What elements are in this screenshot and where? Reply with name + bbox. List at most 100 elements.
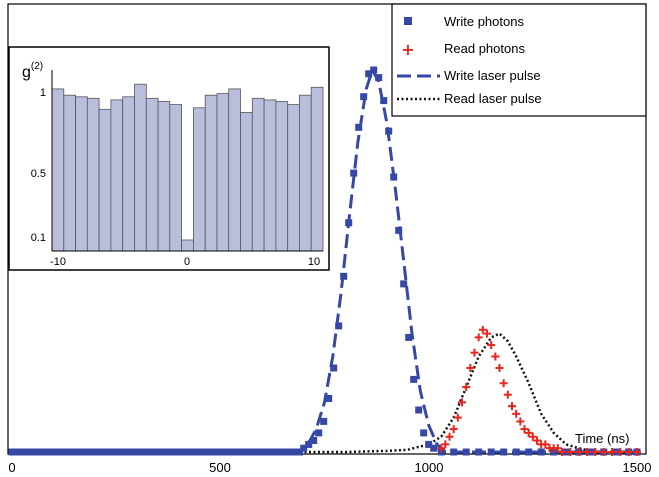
- inset-bar: [110, 99, 124, 252]
- inset-bar: [275, 101, 289, 252]
- write-photon-point: [365, 70, 373, 78]
- plot-frame: [7, 3, 647, 455]
- write-photon-point: [33, 448, 41, 456]
- main-plot-layer: [8, 66, 641, 456]
- read-photon-point: [566, 448, 575, 456]
- inset-bar: [216, 93, 230, 252]
- write-photon-point: [296, 448, 303, 456]
- inset-x-tick--10: -10: [50, 256, 66, 268]
- inset-bar: [63, 94, 76, 252]
- inset-y-tick-1: 1: [40, 87, 46, 99]
- write-photon-point: [400, 280, 408, 288]
- legend-marker-read-photons: +: [401, 40, 414, 59]
- write-photon-point: [425, 440, 433, 448]
- write-photon-point: [500, 448, 508, 456]
- write-photon-point: [390, 173, 398, 181]
- write-photon-point: [258, 448, 266, 456]
- inset-bar: [122, 96, 135, 252]
- write-photon-point: [415, 406, 423, 414]
- read-photon-point: [533, 436, 541, 445]
- read-photon-point: [499, 379, 508, 388]
- write-photon-point: [350, 169, 358, 177]
- legend-label-read-photons: Read photons: [444, 41, 525, 56]
- inset-bar: [134, 83, 147, 252]
- write-photon-point: [310, 437, 318, 444]
- write-photon-point: [64, 448, 72, 456]
- write-photon-point: [189, 448, 197, 456]
- read-photon-point: [466, 363, 475, 372]
- inset-bar: [145, 97, 159, 252]
- write-photon-point: [420, 429, 428, 437]
- write-photon-point: [325, 395, 333, 402]
- write-photon-point: [196, 448, 203, 456]
- read-photon-point: [591, 448, 600, 456]
- x-axis-title: Time (ns): [575, 431, 629, 446]
- read-photon-point: [624, 448, 633, 456]
- write-photon-point: [300, 444, 308, 452]
- write-photon-point: [46, 448, 53, 456]
- read-photon-point: [458, 398, 466, 407]
- write-photon-point: [525, 448, 533, 456]
- inset-y-tick-0.1: 0.1: [31, 232, 46, 244]
- write-photon-point: [102, 448, 110, 456]
- read-photon-point: [599, 448, 608, 456]
- write-photon-point: [52, 448, 60, 456]
- read-photon-point: [583, 448, 591, 456]
- inset-y-label: g(2): [22, 61, 43, 81]
- legend: Write photons + Read photons Write laser…: [391, 3, 647, 117]
- inset-bar: [240, 112, 253, 252]
- write-photon-point: [462, 448, 470, 456]
- inset-bar: [157, 101, 171, 252]
- inset-bar: [169, 104, 183, 252]
- read-photon-point: [541, 440, 550, 449]
- read-photon-point: [508, 402, 516, 411]
- write-photon-point: [330, 364, 338, 372]
- write-photon-point: [315, 429, 323, 437]
- write-photon-point: [158, 448, 166, 456]
- write-photon-point: [271, 448, 278, 456]
- read-photon-point: [487, 341, 496, 350]
- read-photon-point: [449, 425, 458, 434]
- write-photon-point: [512, 448, 520, 456]
- inset-bar: [251, 97, 265, 252]
- read-photon-point: [483, 329, 491, 338]
- inset-bar: [75, 96, 88, 252]
- write-photon-point: [114, 448, 122, 456]
- write-photon-point: [96, 448, 103, 456]
- write-photon-point: [277, 448, 285, 456]
- write-photon-point: [21, 448, 28, 456]
- inset-bar: [310, 86, 324, 252]
- inset-bar: [228, 88, 241, 252]
- read-photon-point: [441, 440, 450, 449]
- write-photon-point: [83, 448, 91, 456]
- read-photon-point: [524, 428, 533, 437]
- inset-bar: [181, 239, 194, 252]
- write-photon-point: [355, 123, 363, 131]
- read-photon-point: [608, 448, 616, 456]
- x-tick-label-1500: 1500: [623, 460, 652, 475]
- inset-bar: [263, 99, 277, 252]
- write-photon-point: [183, 448, 191, 456]
- read-photon-point: [516, 417, 525, 426]
- read-photon-point: [553, 444, 562, 453]
- write-photon-point: [410, 375, 418, 383]
- write-photon-point: [164, 448, 172, 456]
- inset-bar: [298, 94, 312, 252]
- read-photon-point: [470, 348, 479, 357]
- inset-bar: [98, 108, 112, 252]
- write-photon-point: [202, 448, 210, 456]
- x-tick-label-1000: 1000: [415, 460, 444, 475]
- write-photon-point: [246, 448, 253, 456]
- write-photon-point: [227, 448, 235, 456]
- write-photon-point: [360, 93, 368, 101]
- inset-bar: [287, 104, 300, 252]
- legend-marker-write-photons: [404, 17, 412, 25]
- write-photon-point: [587, 448, 595, 456]
- write-photon-point: [320, 417, 328, 425]
- write-photon-point: [152, 448, 160, 456]
- write-photon-point: [450, 448, 458, 456]
- read-photon-point: [616, 448, 625, 456]
- write-photon-point: [108, 448, 116, 456]
- read-photon-point: [503, 390, 512, 399]
